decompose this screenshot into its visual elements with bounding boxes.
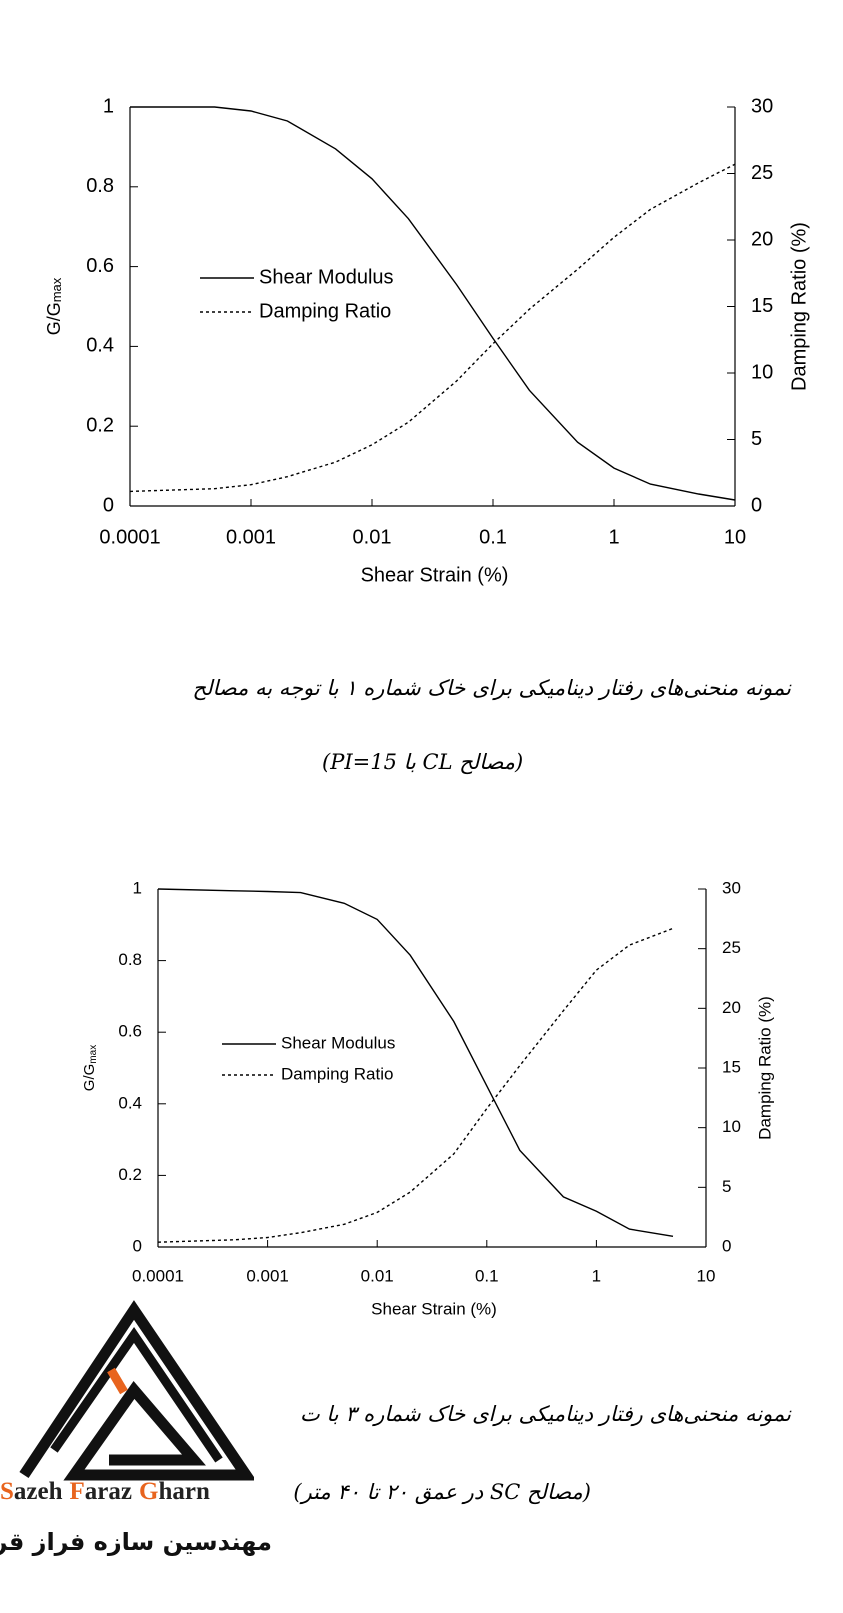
x-tick-label: 0.0001 [99,526,160,548]
series-line [130,106,736,501]
logo-word: Faraz [69,1478,132,1505]
y-tick-label: 0.6 [118,1022,142,1041]
y-axis-label-main: G/G [81,1064,98,1092]
series-line [157,888,674,1237]
legend-label: Damping Ratio [281,1064,393,1083]
y-tick-label: 0.4 [86,335,114,357]
logo-name: Sazeh Faraz Gharn [0,1478,217,1506]
legend-label: Shear Modulus [259,266,394,288]
y-tick-label: 0.8 [86,175,114,197]
y-axis-label-sub: max [49,277,64,302]
logo-word: Sazeh [0,1478,63,1505]
y-tick-label: 0.2 [86,414,114,436]
caption: (مصالح CL با PI=15) [322,750,524,774]
x-axis-label: Shear Strain (%) [371,1299,497,1318]
series-line [129,163,736,493]
y2-tick-label: 5 [751,428,762,450]
y2-tick-label: 10 [722,1117,741,1136]
y-axis-label-main: G/G [44,302,64,335]
legend-label: Damping Ratio [259,300,391,322]
series-line [157,927,674,1243]
logo-subtitle: مهندسین سازه فراز قرن [0,1528,272,1556]
y2-tick-label: 5 [722,1177,731,1196]
caption: نمونه منحنی‌های رفتار دینامیکی برای خاک … [192,676,791,700]
x-tick-label: 0.1 [475,1266,499,1285]
y2-tick-label: 0 [751,494,762,516]
x-tick-label: 0.0001 [132,1266,184,1285]
y-tick-label: 0.4 [118,1093,142,1112]
y-tick-label: 0.8 [118,950,142,969]
x-tick-label: 0.01 [353,526,392,548]
x-tick-label: 0.01 [361,1266,394,1285]
x-tick-label: 10 [724,526,746,548]
y2-tick-label: 10 [751,361,773,383]
y2-tick-label: 25 [722,938,741,957]
y-axis-label-sub: max [88,1045,99,1064]
y-tick-label: 0.6 [86,255,114,277]
x-axis-label: Shear Strain (%) [361,564,509,586]
y2-tick-label: 30 [751,95,773,117]
y2-tick-label: 20 [722,998,741,1017]
y2-tick-label: 20 [751,228,773,250]
y-tick-label: 0.2 [118,1165,142,1184]
x-tick-label: 1 [608,526,619,548]
y-tick-label: 0 [133,1236,142,1255]
caption: نمونه منحنی‌های رفتار دینامیکی برای خاک … [299,1402,791,1426]
x-tick-label: 10 [697,1266,716,1285]
legend-label: Shear Modulus [281,1033,395,1052]
y-tick-label: 1 [133,878,142,897]
y2-tick-label: 15 [751,295,773,317]
y-tick-label: 1 [103,95,114,117]
caption: (مصالح SC در عمق ۲۰ تا ۴۰ متر) [293,1480,591,1504]
x-tick-label: 0.1 [479,526,507,548]
y2-axis-label: Damping Ratio (%) [788,222,810,391]
y2-tick-label: 0 [722,1236,731,1255]
logo-word: Gharn [139,1478,210,1505]
y2-tick-label: 15 [722,1057,741,1076]
y2-tick-label: 25 [751,162,773,184]
y2-tick-label: 30 [722,878,741,897]
logo-mark [19,1300,254,1481]
y-axis-label: G/Gmax [81,1045,99,1091]
x-tick-label: 0.001 [226,526,276,548]
y2-axis-label: Damping Ratio (%) [755,996,774,1140]
y-axis-label: G/Gmax [44,277,65,335]
x-tick-label: 1 [592,1266,601,1285]
y-tick-label: 0 [103,494,114,516]
x-tick-label: 0.001 [246,1266,289,1285]
